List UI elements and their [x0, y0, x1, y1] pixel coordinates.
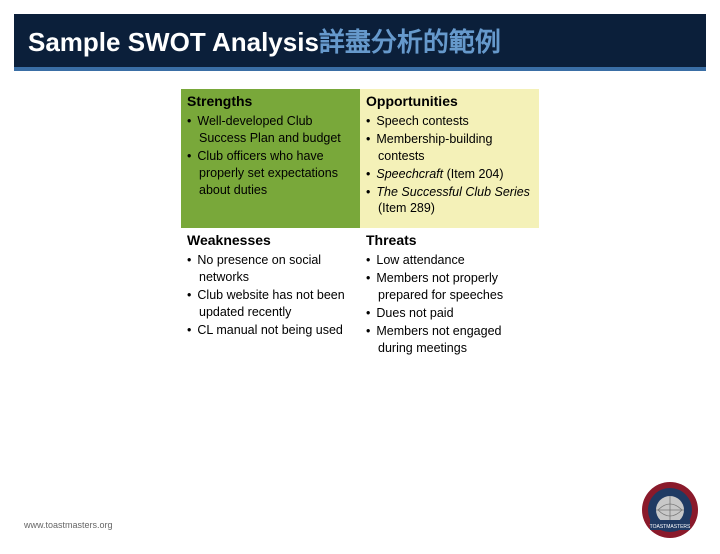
list-item: Membership-building contests [366, 131, 533, 165]
list-item: Members not engaged during meetings [366, 323, 533, 357]
toastmasters-logo: TOASTMASTERS [640, 480, 700, 540]
weaknesses-body: No presence on social networksClub websi… [181, 250, 360, 367]
list-item: Club website has not been updated recent… [187, 287, 354, 321]
title-english: Sample SWOT Analysis [28, 27, 319, 57]
list-item: Dues not paid [366, 305, 533, 322]
swot-grid: Strengths Opportunities Well-developed C… [181, 89, 539, 368]
weaknesses-list: No presence on social networksClub websi… [187, 252, 354, 338]
list-item: CL manual not being used [187, 322, 354, 339]
opportunities-body: Speech contestsMembership-building conte… [360, 111, 539, 228]
strengths-heading: Strengths [181, 89, 360, 111]
slide-title-bar: Sample SWOT Analysis詳盡分析的範例 [14, 14, 706, 71]
list-item: Club officers who have properly set expe… [187, 148, 354, 199]
list-item: The Successful Club Series (Item 289) [366, 184, 533, 218]
logo-text: TOASTMASTERS [650, 524, 691, 530]
footer-url: www.toastmasters.org [24, 520, 113, 530]
list-item: Well-developed Club Success Plan and bud… [187, 113, 354, 147]
list-item: Low attendance [366, 252, 533, 269]
strengths-list: Well-developed Club Success Plan and bud… [187, 113, 354, 198]
opportunities-list: Speech contestsMembership-building conte… [366, 113, 533, 217]
title-chinese: 詳盡分析的範例 [319, 27, 501, 57]
list-item: Speech contests [366, 113, 533, 130]
strengths-body: Well-developed Club Success Plan and bud… [181, 111, 360, 228]
list-item: Speechcraft (Item 204) [366, 166, 533, 183]
weaknesses-heading: Weaknesses [181, 228, 360, 250]
threats-body: Low attendanceMembers not properly prepa… [360, 250, 539, 367]
opportunities-heading: Opportunities [360, 89, 539, 111]
logo-svg: TOASTMASTERS [640, 480, 700, 540]
threats-list: Low attendanceMembers not properly prepa… [366, 252, 533, 356]
list-item: No presence on social networks [187, 252, 354, 286]
list-item: Members not properly prepared for speech… [366, 270, 533, 304]
threats-heading: Threats [360, 228, 539, 250]
